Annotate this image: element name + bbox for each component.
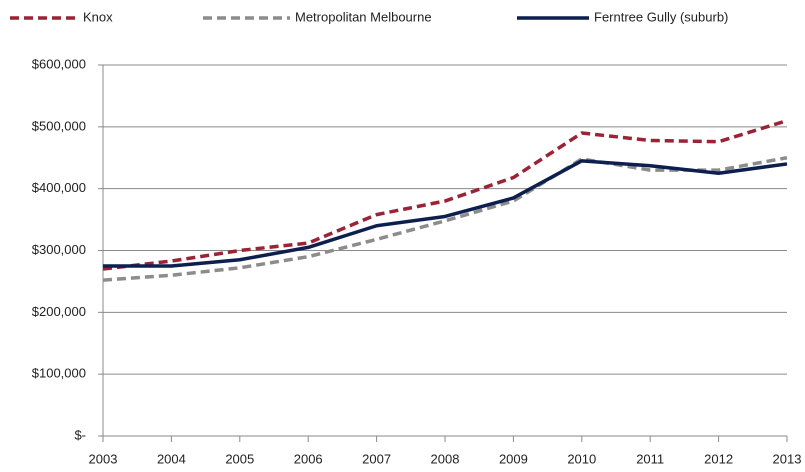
- x-tick-label: 2009: [499, 451, 528, 466]
- x-tick-label: 2003: [89, 451, 118, 466]
- series-line: [102, 118, 788, 271]
- y-tick-label: $500,000: [32, 118, 86, 133]
- x-tick-label: 2008: [431, 451, 460, 466]
- legend-label: Knox: [83, 9, 113, 24]
- legend-label: Metropolitan Melbourne: [295, 9, 432, 24]
- x-tick-label: 2011: [636, 451, 664, 466]
- x-tick-label: 2006: [294, 451, 323, 466]
- y-tick-label: $400,000: [32, 180, 86, 195]
- y-tick-label: $300,000: [32, 242, 86, 257]
- y-tick-label: $200,000: [32, 304, 86, 319]
- x-tick-label: 2012: [704, 451, 733, 466]
- legend-label: Ferntree Gully (suburb): [594, 9, 728, 24]
- series-line: [103, 159, 788, 268]
- x-tick-label: 2007: [362, 451, 391, 466]
- x-tick-label: 2005: [225, 451, 254, 466]
- y-tick-label: $600,000: [32, 56, 86, 71]
- y-tick-label: $100,000: [32, 366, 86, 381]
- x-tick-label: 2013: [773, 451, 802, 466]
- series-line: [102, 156, 788, 282]
- x-tick-label: 2010: [567, 451, 596, 466]
- x-tick-label: 2004: [157, 451, 186, 466]
- y-tick-label: $-: [74, 427, 86, 442]
